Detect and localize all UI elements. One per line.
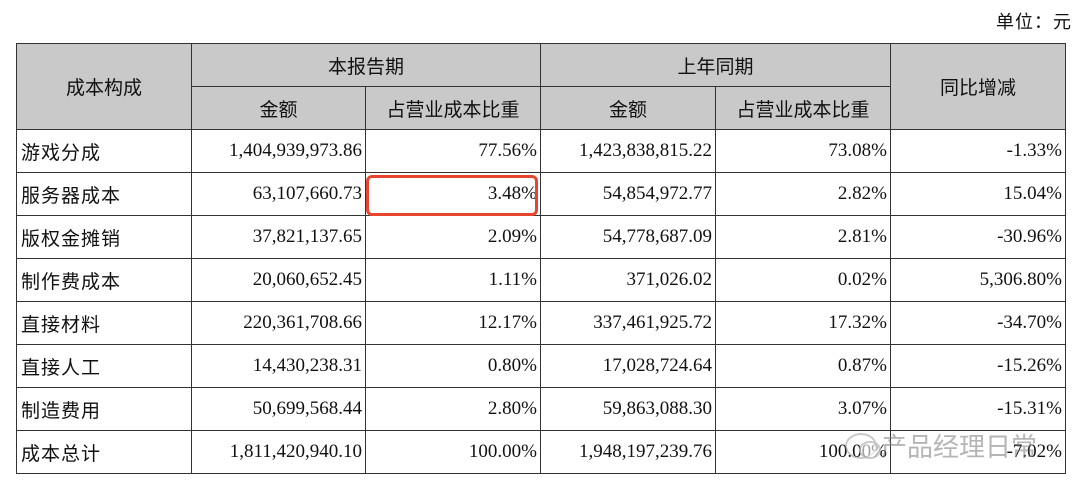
header-current-period: 本报告期 <box>191 43 541 87</box>
row-category: 版权金摊销 <box>16 215 192 259</box>
current-ratio: 0.80% <box>365 344 541 388</box>
header-current-ratio: 占营业成本比重 <box>365 86 541 130</box>
current-amount: 37,821,137.65 <box>191 215 366 259</box>
prior-ratio: 0.02% <box>715 258 891 302</box>
header-current-amount: 金额 <box>191 86 366 130</box>
yoy-change: -15.26% <box>890 344 1066 388</box>
current-ratio: 77.56% <box>365 129 541 173</box>
current-amount: 1,811,420,940.10 <box>191 430 366 474</box>
prior-ratio: 2.81% <box>715 215 891 259</box>
row-category: 制作费成本 <box>16 258 192 302</box>
row-category: 成本总计 <box>16 430 192 474</box>
prior-ratio: 3.07% <box>715 387 891 431</box>
current-amount: 220,361,708.66 <box>191 301 366 345</box>
table-row-total: 成本总计 1,811,420,940.10 100.00% 1,948,197,… <box>16 430 1066 474</box>
current-amount: 50,699,568.44 <box>191 387 366 431</box>
yoy-change: -30.96% <box>890 215 1066 259</box>
current-amount: 14,430,238.31 <box>191 344 366 388</box>
current-amount: 63,107,660.73 <box>191 172 366 216</box>
yoy-change: 5,306.80% <box>890 258 1066 302</box>
prior-ratio: 100.00% <box>715 430 891 474</box>
row-category: 服务器成本 <box>16 172 192 216</box>
current-ratio: 12.17% <box>365 301 541 345</box>
yoy-change: -15.31% <box>890 387 1066 431</box>
current-amount: 20,060,652.45 <box>191 258 366 302</box>
yoy-change: 15.04% <box>890 172 1066 216</box>
header-prior-amount: 金额 <box>540 86 716 130</box>
table-row: 制作费成本 20,060,652.45 1.11% 371,026.02 0.0… <box>16 258 1066 302</box>
header-yoy-change: 同比增减 <box>890 43 1066 130</box>
table-row: 游戏分成 1,404,939,973.86 77.56% 1,423,838,8… <box>16 129 1066 173</box>
prior-amount: 54,854,972.77 <box>540 172 716 216</box>
row-category: 直接材料 <box>16 301 192 345</box>
row-category: 游戏分成 <box>16 129 192 173</box>
prior-ratio: 0.87% <box>715 344 891 388</box>
prior-amount: 59,863,088.30 <box>540 387 716 431</box>
cost-composition-table: 成本构成 本报告期 上年同期 同比增减 金额 占营业成本比重 金额 占营业成本比… <box>16 43 1066 474</box>
current-ratio: 1.11% <box>365 258 541 302</box>
table-row: 直接材料 220,361,708.66 12.17% 337,461,925.7… <box>16 301 1066 345</box>
current-ratio: 3.48% <box>365 172 541 216</box>
table-row: 制造费用 50,699,568.44 2.80% 59,863,088.30 3… <box>16 387 1066 431</box>
current-ratio: 100.00% <box>365 430 541 474</box>
prior-amount: 1,423,838,815.22 <box>540 129 716 173</box>
prior-amount: 337,461,925.72 <box>540 301 716 345</box>
yoy-change: -7.02% <box>890 430 1066 474</box>
table-row: 直接人工 14,430,238.31 0.80% 17,028,724.64 0… <box>16 344 1066 388</box>
prior-ratio: 73.08% <box>715 129 891 173</box>
row-category: 制造费用 <box>16 387 192 431</box>
prior-amount: 17,028,724.64 <box>540 344 716 388</box>
yoy-change: -1.33% <box>890 129 1066 173</box>
header-prior-ratio: 占营业成本比重 <box>715 86 891 130</box>
header-prior-period: 上年同期 <box>540 43 891 87</box>
current-ratio: 2.09% <box>365 215 541 259</box>
prior-ratio: 17.32% <box>715 301 891 345</box>
table-row: 服务器成本 63,107,660.73 3.48% 54,854,972.77 … <box>16 172 1066 216</box>
row-category: 直接人工 <box>16 344 192 388</box>
prior-amount: 54,778,687.09 <box>540 215 716 259</box>
table-row: 版权金摊销 37,821,137.65 2.09% 54,778,687.09 … <box>16 215 1066 259</box>
unit-label: 单位：元 <box>996 12 1072 32</box>
current-ratio: 2.80% <box>365 387 541 431</box>
prior-amount: 1,948,197,239.76 <box>540 430 716 474</box>
yoy-change: -34.70% <box>890 301 1066 345</box>
prior-amount: 371,026.02 <box>540 258 716 302</box>
prior-ratio: 2.82% <box>715 172 891 216</box>
current-amount: 1,404,939,973.86 <box>191 129 366 173</box>
header-category: 成本构成 <box>16 43 192 130</box>
